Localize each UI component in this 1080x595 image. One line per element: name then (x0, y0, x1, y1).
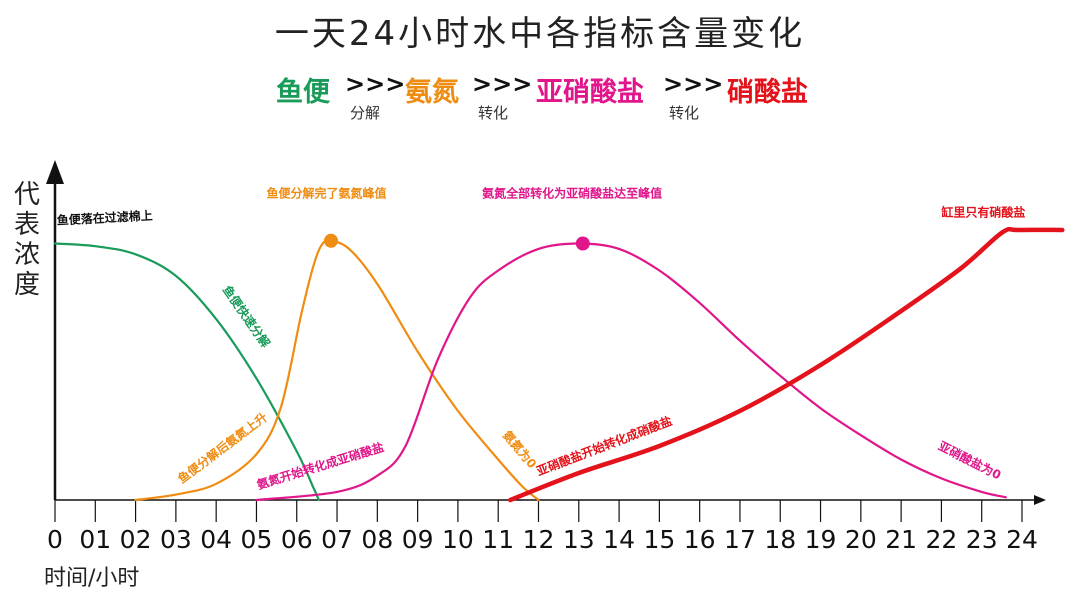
flow-step-1: 分解 (350, 104, 381, 122)
x-tick-label: 05 (241, 525, 273, 554)
x-tick-label: 08 (361, 525, 393, 554)
x-tick-label: 24 (1006, 525, 1038, 554)
x-tick-label: 0 (47, 525, 63, 554)
flow-step-2: 转化 (478, 104, 509, 122)
x-tick-label: 02 (120, 525, 152, 554)
annotation-label: 氨氮为0 (500, 427, 540, 471)
x-tick-label: 21 (885, 525, 917, 554)
conversion-flow: 鱼便 >>> 分解 氨氮 >>> 转化 亚硝酸盐 >>> 转化 硝酸盐 (0, 70, 1080, 130)
x-tick-label: 04 (200, 525, 232, 554)
annotation-label: 亚硝酸盐开始转化成硝酸盐 (534, 413, 674, 479)
x-tick-label: 16 (684, 525, 716, 554)
x-tick-label: 14 (603, 525, 635, 554)
flow-arrow-1: >>> (345, 70, 406, 98)
annotation-label: 鱼便分解后氨氮上升 (175, 409, 270, 486)
flow-step-3: 转化 (669, 104, 700, 122)
x-tick-label: 11 (482, 525, 514, 554)
x-tick-label: 06 (281, 525, 313, 554)
flow-arrow-3: >>> (663, 70, 724, 98)
x-tick-label: 03 (160, 525, 192, 554)
flow-item-ammonia: 氨氮 (405, 77, 459, 108)
annotation-label: 鱼便分解完了氨氮峰值 (267, 186, 387, 201)
x-tick-label: 10 (442, 525, 474, 554)
chart-title: 一天24小时水中各指标含量变化 (274, 14, 806, 54)
x-tick-label: 19 (805, 525, 837, 554)
annotation-label: 鱼便快速分解 (220, 283, 274, 351)
x-tick-label: 09 (402, 525, 434, 554)
annotation-label: 氨氮全部转化为亚硝酸盐达至峰值 (482, 186, 662, 201)
flow-arrow-2: >>> (472, 70, 533, 98)
annotation-label: 缸里只有硝酸盐 (941, 205, 1025, 220)
x-tick-label: 17 (724, 525, 756, 554)
x-tick-label: 07 (321, 525, 353, 554)
flow-item-fish-waste: 鱼便 (276, 77, 330, 108)
x-tick-label: 22 (926, 525, 958, 554)
annotation-label: 亚硝酸盐为0 (936, 438, 1004, 482)
x-ticks: 0 01 02 03 04 05 06 07 08 09 10 11 12 13 14 15 16 17 18 19 2… (47, 500, 1038, 554)
flow-item-nitrite: 亚硝酸盐 (536, 77, 644, 108)
series-line-fish-waste (53, 242, 321, 502)
y-axis-label: 代表浓度 (13, 180, 40, 300)
x-tick-label: 20 (845, 525, 877, 554)
flow-item-nitrate: 硝酸盐 (727, 77, 808, 108)
series-line-nitrate (508, 226, 1065, 503)
x-tick-label: 15 (643, 525, 675, 554)
x-axis-label: 时间/小时 (44, 566, 140, 591)
axes (46, 160, 1046, 505)
peak-marker (323, 233, 338, 248)
x-tick-label: 13 (563, 525, 595, 554)
y-axis-arrow (46, 160, 64, 184)
x-tick-label: 18 (764, 525, 796, 554)
annotation-label: 氨氮开始转化成亚硝酸盐 (255, 439, 386, 492)
series-line-nitrite (255, 242, 1007, 502)
peak-marker (575, 236, 590, 251)
x-tick-label: 12 (523, 525, 555, 554)
x-tick-label: 23 (966, 525, 998, 554)
x-tick-label: 01 (79, 525, 111, 554)
x-axis-arrow (1034, 495, 1046, 505)
peak-markers (323, 233, 590, 251)
annotation-label: 鱼便落在过滤棉上 (56, 208, 153, 228)
